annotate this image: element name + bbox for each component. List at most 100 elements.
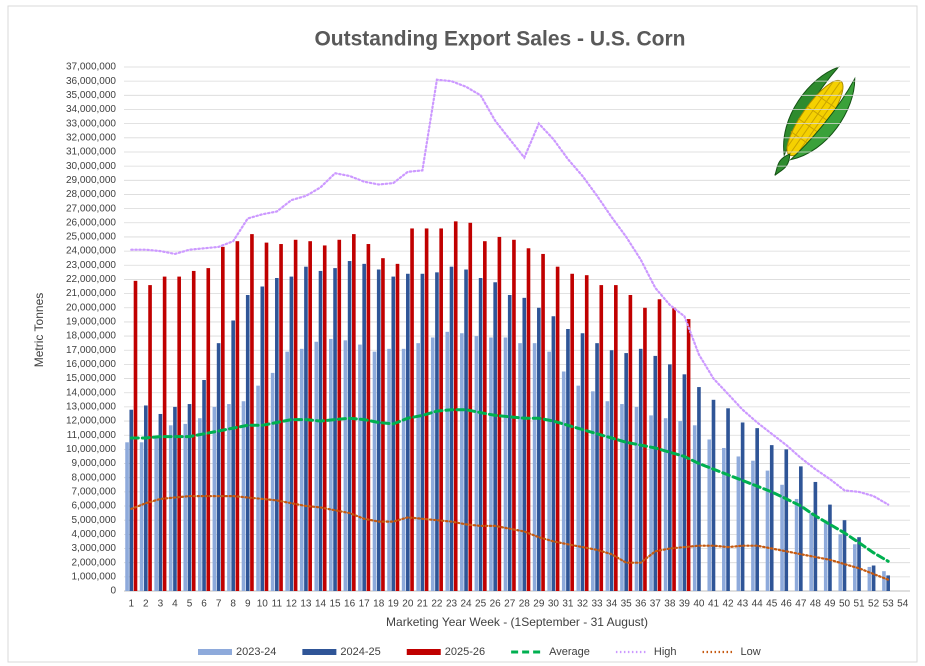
y-tick-label: 35,000,000 bbox=[66, 90, 116, 101]
bar bbox=[168, 425, 173, 591]
line-dashed bbox=[129, 408, 890, 563]
bar bbox=[464, 269, 468, 591]
bar bbox=[886, 575, 890, 591]
x-tick-label: 47 bbox=[795, 599, 807, 610]
bar bbox=[867, 566, 872, 591]
legend-label: High bbox=[654, 646, 677, 658]
bar bbox=[697, 387, 701, 591]
bar bbox=[206, 268, 211, 591]
line-dotted bbox=[130, 495, 890, 581]
x-tick-label: 37 bbox=[650, 599, 662, 610]
bar bbox=[162, 276, 167, 591]
bar bbox=[541, 253, 545, 591]
y-tick-label: 19,000,000 bbox=[66, 317, 116, 328]
bar bbox=[376, 269, 381, 591]
bar bbox=[191, 270, 196, 591]
x-tick-label: 5 bbox=[187, 599, 193, 610]
x-tick-label: 39 bbox=[679, 599, 691, 610]
bar bbox=[289, 276, 294, 591]
line-dotted bbox=[130, 78, 890, 506]
bar bbox=[668, 364, 672, 591]
x-tick-label: 24 bbox=[460, 599, 472, 610]
bar bbox=[177, 276, 181, 591]
bar bbox=[794, 498, 799, 591]
x-tick-label: 7 bbox=[216, 599, 222, 610]
x-tick-label: 44 bbox=[752, 599, 764, 610]
bar bbox=[329, 338, 333, 591]
y-tick-label: 29,000,000 bbox=[66, 175, 116, 186]
x-tick-label: 11 bbox=[272, 599, 283, 610]
bar bbox=[561, 371, 566, 591]
bar bbox=[478, 278, 483, 591]
bar bbox=[468, 222, 473, 591]
x-tick-label: 6 bbox=[201, 599, 207, 610]
bar bbox=[279, 244, 283, 591]
x-tick-label: 28 bbox=[519, 599, 531, 610]
y-tick-label: 0 bbox=[110, 586, 116, 597]
x-tick-label: 3 bbox=[158, 599, 164, 610]
bar bbox=[620, 404, 624, 591]
bar bbox=[784, 449, 789, 591]
bar bbox=[424, 228, 429, 591]
bar bbox=[605, 401, 610, 591]
y-tick-label: 17,000,000 bbox=[66, 345, 116, 356]
x-tick-label: 18 bbox=[373, 599, 385, 610]
bar bbox=[129, 409, 134, 591]
bar bbox=[672, 307, 676, 591]
x-tick-label: 22 bbox=[431, 599, 443, 610]
bar bbox=[318, 270, 323, 591]
x-tick-label: 43 bbox=[737, 599, 749, 610]
bar bbox=[144, 405, 148, 591]
bar bbox=[304, 266, 308, 591]
y-tick-label: 2,000,000 bbox=[72, 557, 117, 568]
bar bbox=[449, 266, 454, 591]
bar bbox=[518, 343, 522, 591]
bar bbox=[406, 273, 410, 591]
legend-swatch bbox=[406, 649, 441, 655]
y-tick-label: 9,000,000 bbox=[72, 458, 117, 469]
x-tick-label: 35 bbox=[621, 599, 633, 610]
bar bbox=[212, 406, 217, 591]
y-tick-label: 4,000,000 bbox=[72, 529, 117, 540]
bar bbox=[489, 337, 493, 591]
bar bbox=[882, 571, 886, 591]
x-tick-label: 30 bbox=[548, 599, 560, 610]
bar bbox=[125, 442, 129, 591]
bar bbox=[401, 348, 406, 591]
x-tick-label: 48 bbox=[810, 599, 822, 610]
bar bbox=[430, 337, 435, 591]
bar bbox=[765, 470, 770, 591]
bar bbox=[483, 241, 487, 592]
bar bbox=[227, 404, 231, 591]
bar bbox=[580, 333, 585, 591]
x-tick-label: 25 bbox=[475, 599, 487, 610]
y-tick-label: 24,000,000 bbox=[66, 246, 116, 257]
bar bbox=[657, 299, 662, 591]
bar bbox=[799, 466, 803, 591]
bar bbox=[333, 268, 337, 591]
bar bbox=[202, 379, 206, 591]
legend-swatch bbox=[198, 649, 232, 655]
bar bbox=[813, 481, 818, 591]
x-tick-label: 2 bbox=[143, 599, 149, 610]
x-tick-label: 20 bbox=[402, 599, 414, 610]
legend-swatch bbox=[302, 649, 337, 655]
y-tick-label: 22,000,000 bbox=[66, 274, 116, 285]
bar bbox=[285, 351, 289, 591]
bar bbox=[507, 295, 512, 591]
x-tick-label: 45 bbox=[766, 599, 778, 610]
bar bbox=[871, 565, 876, 591]
bar bbox=[599, 285, 604, 591]
bar bbox=[410, 228, 414, 591]
legend-label: Average bbox=[549, 646, 590, 658]
legend-label: Low bbox=[741, 646, 761, 658]
bar bbox=[387, 348, 391, 591]
y-tick-label: 5,000,000 bbox=[72, 515, 117, 526]
bar bbox=[474, 336, 479, 591]
x-tick-label: 40 bbox=[693, 599, 705, 610]
x-tick-label: 51 bbox=[853, 599, 865, 610]
bar bbox=[250, 234, 254, 591]
bar bbox=[275, 278, 279, 591]
y-tick-label: 33,000,000 bbox=[66, 118, 116, 129]
bar bbox=[751, 460, 755, 591]
